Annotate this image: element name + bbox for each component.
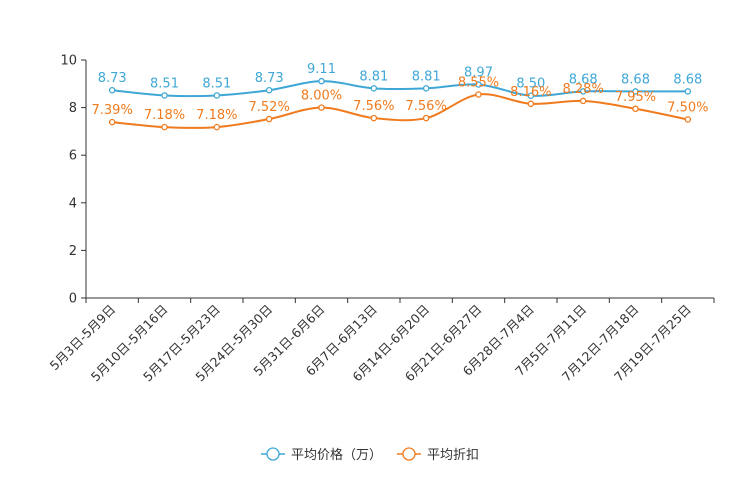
data-label: 8.68: [621, 72, 650, 87]
data-label: 7.56%: [406, 99, 447, 114]
data-point: [108, 118, 116, 126]
data-point: [318, 104, 325, 111]
data-point: [579, 88, 587, 95]
data-label: 8.68: [569, 72, 598, 87]
data-point: [527, 92, 535, 99]
data-label: 8.97: [464, 66, 493, 81]
data-label: 8.50: [516, 77, 545, 92]
data-label: 8.51: [150, 76, 179, 91]
y-tick-label: 8: [69, 101, 77, 116]
data-label: 8.73: [255, 71, 284, 86]
data-point: [370, 114, 378, 122]
data-label: 8.73: [98, 71, 127, 86]
data-point: [632, 105, 639, 113]
data-point: [213, 123, 221, 131]
data-point: [265, 115, 273, 123]
data-point: [684, 116, 692, 123]
data-point: [108, 86, 116, 94]
data-label: 8.28%: [563, 82, 604, 97]
legend-label-0: 平均价格（万）: [291, 447, 382, 463]
data-point: [527, 100, 535, 108]
data-label: 8.51: [202, 76, 231, 91]
legend: 平均价格（万） 平均折扣: [261, 447, 479, 463]
data-point: [161, 92, 168, 99]
y-tick-label: 4: [69, 196, 77, 211]
data-point: [422, 114, 430, 122]
legend-marker-0: [266, 447, 280, 461]
y-tick-label: 10: [60, 54, 77, 69]
series-layer: [108, 77, 692, 131]
data-point: [422, 85, 430, 92]
data-point: [475, 81, 482, 88]
data-label: 8.00%: [301, 89, 342, 104]
data-point: [684, 88, 692, 95]
legend-label-1: 平均折扣: [427, 448, 479, 463]
data-label: 8.81: [359, 69, 388, 84]
series-line-0: [112, 80, 688, 98]
data-point: [318, 77, 325, 85]
data-point: [213, 92, 221, 99]
data-label: 7.18%: [144, 108, 185, 123]
data-label: 7.52%: [249, 100, 290, 115]
data-label: 9.11: [307, 62, 336, 77]
data-label: 7.50%: [667, 101, 708, 116]
data-label: 7.18%: [196, 108, 237, 123]
data-point: [475, 91, 482, 98]
data-point: [265, 86, 273, 94]
data-label: 7.39%: [92, 103, 133, 118]
data-label: 7.95%: [615, 90, 656, 105]
data-labels: 8.73 8.51 8.51 8.73 9.11 8.81 8.81 8.97 8.50 8.68…: [92, 62, 709, 123]
data-label: 8.68: [673, 72, 702, 87]
data-label: 8.16%: [510, 85, 551, 100]
y-axis: 0 2 4 6 8 10: [60, 54, 87, 307]
data-point: [161, 123, 168, 131]
x-axis: 5月3日-5月9日5月10日-5月16日5月17日-5月23日5月24日-5月3…: [47, 297, 715, 384]
data-point: [632, 88, 639, 95]
y-tick-label: 2: [69, 244, 77, 259]
series-line-1: [112, 93, 689, 129]
data-point: [370, 85, 378, 92]
data-point: [579, 97, 587, 105]
data-label: 8.81: [412, 69, 441, 84]
y-tick-label: 6: [69, 149, 77, 164]
data-label: 7.56%: [353, 99, 394, 114]
data-label: 8.55%: [458, 76, 499, 91]
y-tick-label: 0: [69, 292, 77, 307]
legend-marker-1: [402, 447, 416, 461]
